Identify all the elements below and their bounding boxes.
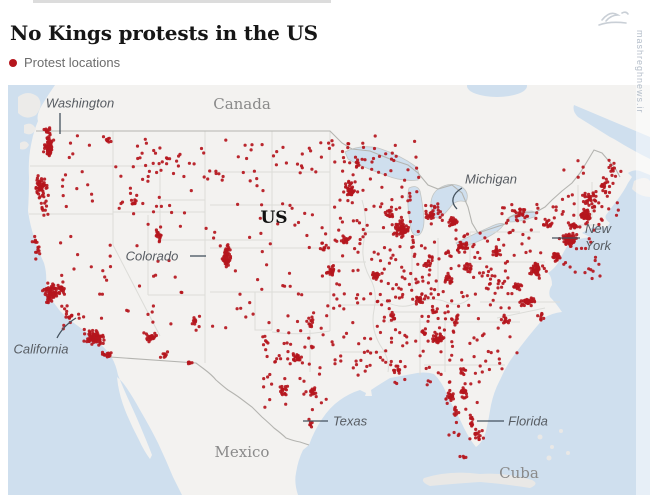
basemap bbox=[8, 85, 650, 495]
top-divider bbox=[33, 0, 331, 3]
watermark-text: mashreghnews.ir bbox=[635, 30, 645, 114]
legend: Protest locations bbox=[9, 55, 120, 70]
watermark-band bbox=[636, 0, 650, 503]
leader-line bbox=[452, 187, 463, 210]
legend-dot-icon bbox=[9, 58, 17, 67]
cuba-island bbox=[422, 472, 536, 488]
us-protest-map: Canada Mexico Cuba US Washington Colorado Cali… bbox=[0, 85, 650, 495]
legend-label: Protest locations bbox=[24, 55, 121, 70]
landmass bbox=[28, 85, 650, 495]
page-title: No Kings protests in the US bbox=[10, 21, 318, 46]
leader-line bbox=[56, 317, 77, 339]
vancouver-island bbox=[18, 93, 41, 118]
hudson-bay bbox=[467, 85, 527, 97]
gulf-st-lawrence bbox=[573, 105, 650, 159]
mashregh-logo-icon bbox=[598, 11, 629, 26]
label-leader-lines bbox=[56, 113, 580, 422]
bahamas-islands bbox=[537, 429, 570, 461]
coastal-islands bbox=[20, 123, 36, 150]
protest-dots bbox=[30, 126, 623, 460]
